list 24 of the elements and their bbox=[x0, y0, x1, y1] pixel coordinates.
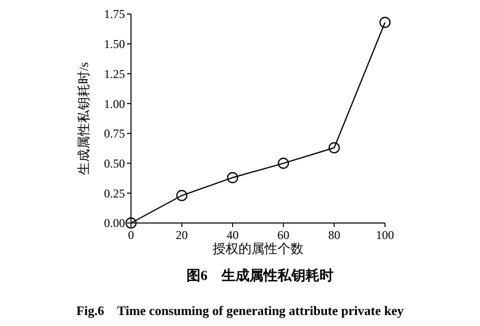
x-tick-label: 80 bbox=[328, 228, 340, 242]
x-tick-label: 0 bbox=[128, 228, 134, 242]
y-tick-label: 1.75 bbox=[104, 7, 125, 22]
point bbox=[379, 16, 391, 28]
x-tick-label: 100 bbox=[376, 228, 394, 242]
y-tick-label: 0.25 bbox=[104, 186, 125, 200]
point bbox=[125, 217, 137, 229]
point bbox=[328, 142, 340, 154]
text: 图6 生成属性私钥耗时 bbox=[186, 268, 334, 284]
x-tick-label: 60 bbox=[277, 228, 290, 242]
x-tick-label: 20 bbox=[176, 228, 188, 242]
y-tick-label: 0.50 bbox=[104, 156, 125, 170]
y-tick-label: 1.25 bbox=[104, 66, 125, 81]
y-axis-title: 生成属性私钥耗时/s bbox=[76, 62, 91, 175]
x-tick-label: 40 bbox=[226, 228, 239, 242]
point bbox=[227, 172, 238, 184]
x-axis-title: 授权的属性个数 bbox=[212, 241, 304, 256]
point bbox=[278, 158, 289, 169]
text: Fig.6 Time consuming of generating attribute private key bbox=[76, 303, 404, 318]
y-tick-label: 1.50 bbox=[104, 37, 125, 52]
y-tick-label: 0.75 bbox=[104, 126, 125, 141]
y-tick-label: 1.00 bbox=[104, 96, 125, 111]
y-tick-label: 0.00 bbox=[104, 216, 125, 230]
point bbox=[176, 190, 188, 202]
